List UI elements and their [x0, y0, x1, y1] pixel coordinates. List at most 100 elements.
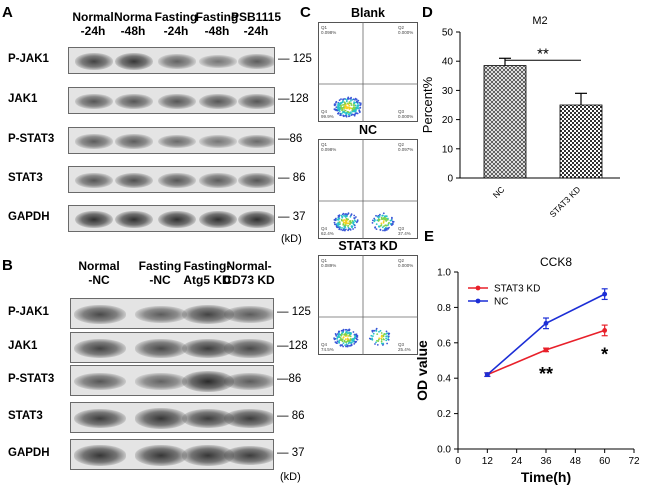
- cell-event-dot: [355, 337, 358, 340]
- cell-event-dot: [383, 338, 385, 341]
- cell-event-dot: [347, 212, 350, 215]
- cell-event-dot: [391, 216, 393, 219]
- cell-event-dot: [338, 99, 341, 102]
- cell-event-dot: [340, 98, 342, 100]
- cell-event-dot: [385, 335, 387, 338]
- cell-event-dot: [338, 110, 341, 112]
- blot-row-label: P-JAK1: [8, 305, 49, 318]
- cell-event-dot: [358, 102, 361, 104]
- protein-band: [158, 172, 196, 189]
- cell-event-dot: [357, 104, 360, 106]
- cell-event-dot: [336, 109, 339, 112]
- cell-event-dot: [378, 330, 380, 333]
- panel-d-letter: D: [422, 4, 433, 21]
- cell-event-dot: [349, 97, 352, 100]
- cell-event-dot: [344, 338, 347, 341]
- protein-band: [224, 306, 273, 323]
- cell-event-dot: [356, 338, 359, 341]
- blot-row-label: GAPDH: [8, 446, 50, 459]
- cell-event-dot: [344, 221, 347, 223]
- legend-marker: [475, 298, 481, 304]
- protein-band: [75, 134, 113, 149]
- cell-event-dot: [354, 226, 356, 229]
- cck8-line-chart: 0.0 0.2 0.4 0.6 0.8 1.0 0 12 24 36 48 60 72 Time(h) OD…: [414, 255, 640, 485]
- y-tick-label: 50: [442, 28, 454, 39]
- cell-event-dot: [386, 227, 389, 230]
- y-tick-label: 0.6: [437, 338, 451, 349]
- cell-event-dot: [349, 221, 352, 224]
- cell-event-dot: [339, 104, 342, 107]
- protein-band: [199, 55, 237, 68]
- data-point: [543, 320, 549, 326]
- panel-c-letter: C: [300, 4, 311, 21]
- cell-event-dot: [348, 106, 351, 109]
- cell-event-dot: [345, 341, 348, 344]
- cell-event-dot: [349, 335, 352, 338]
- lane-header-line: -24h: [80, 24, 106, 38]
- cell-event-dot: [383, 216, 386, 219]
- cell-event-dot: [385, 220, 388, 222]
- cell-event-dot: [354, 104, 357, 107]
- cell-event-dot: [349, 223, 351, 226]
- protein-band: [199, 135, 237, 148]
- cell-event-dot: [346, 99, 348, 101]
- cell-event-dot: [337, 223, 340, 226]
- cell-event-dot: [377, 214, 380, 217]
- quadrant-label: 74.5%: [321, 347, 334, 352]
- cell-event-dot: [346, 213, 349, 216]
- quadrant-label: 0.098%: [321, 30, 336, 35]
- lane-header: Normal- CD73 KD: [219, 259, 279, 287]
- cell-event-dot: [340, 107, 343, 109]
- cell-event-dot: [357, 99, 360, 102]
- cell-event-dot: [373, 217, 376, 220]
- cell-event-dot: [380, 224, 383, 226]
- cell-event-dot: [338, 336, 340, 338]
- protein-band: [182, 408, 234, 429]
- x-tick-label: 24: [511, 456, 523, 467]
- cell-event-dot: [348, 101, 351, 103]
- cell-event-dot: [353, 104, 355, 106]
- cell-event-dot: [351, 108, 354, 110]
- cell-event-dot: [343, 111, 345, 113]
- cell-event-dot: [342, 221, 345, 224]
- cell-event-dot: [346, 344, 349, 347]
- cell-event-dot: [348, 328, 351, 331]
- lane-header-line: CD73 KD: [223, 273, 275, 287]
- protein-band: [158, 134, 196, 149]
- panel-a-letter: A: [2, 4, 13, 21]
- protein-band: [199, 210, 237, 229]
- cell-event-dot: [380, 218, 383, 220]
- cell-event-dot: [356, 112, 359, 115]
- cell-event-dot: [337, 217, 340, 220]
- cell-event-dot: [339, 337, 342, 339]
- cell-event-dot: [350, 100, 352, 102]
- y-tick-label: 0.0: [437, 445, 451, 456]
- cell-event-dot: [355, 112, 357, 115]
- quadrant-label: 0.097%: [398, 147, 413, 152]
- y-tick-label: 1.0: [437, 268, 451, 279]
- lane-header: Fasting -24h: [146, 10, 206, 38]
- blot-row-label: JAK1: [8, 92, 38, 105]
- cell-event-dot: [377, 216, 380, 219]
- protein-band: [115, 52, 153, 71]
- cell-event-dot: [380, 222, 383, 225]
- cell-event-dot: [350, 114, 353, 116]
- cell-event-dot: [375, 341, 377, 344]
- protein-band: [74, 372, 126, 391]
- cell-event-dot: [380, 332, 383, 334]
- cell-event-dot: [338, 341, 341, 344]
- cell-event-dot: [390, 219, 393, 222]
- cell-event-dot: [345, 228, 347, 231]
- cell-event-dot: [353, 101, 355, 104]
- cell-event-dot: [352, 331, 355, 333]
- cell-event-dot: [370, 334, 373, 337]
- cell-event-dot: [342, 104, 345, 106]
- protein-band: [115, 134, 153, 149]
- cell-event-dot: [333, 337, 335, 339]
- lane-header: Fasting -NC: [130, 259, 190, 287]
- y-tick-label: 0: [447, 174, 453, 185]
- cell-event-dot: [382, 212, 385, 215]
- cell-event-dot: [339, 108, 341, 111]
- quadrant-label: 0.000%: [398, 263, 413, 268]
